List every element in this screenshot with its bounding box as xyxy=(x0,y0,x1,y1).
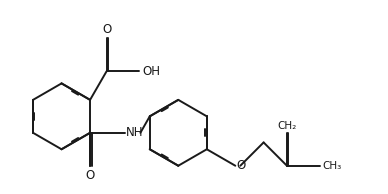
Text: CH₃: CH₃ xyxy=(322,161,341,171)
Text: O: O xyxy=(102,23,111,36)
Text: O: O xyxy=(85,169,95,182)
Text: O: O xyxy=(237,159,246,172)
Text: CH₂: CH₂ xyxy=(277,121,296,131)
Text: NH: NH xyxy=(126,126,144,139)
Text: OH: OH xyxy=(142,65,160,78)
